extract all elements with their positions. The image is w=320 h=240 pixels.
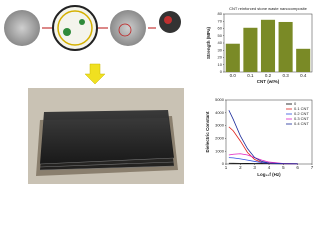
healing-diagram [52,5,98,51]
y-tick-label: 40 [218,40,223,45]
bar [243,27,258,72]
y-tick-label: 3000 [215,123,225,128]
y-tick-label: 60 [218,26,223,31]
x-tick-label: 0.3 [282,73,289,78]
x-tick-label: 3 [253,165,256,170]
x-tick-label: 0.0 [230,73,237,78]
bar [278,21,293,73]
bar [260,19,276,72]
particle [79,19,85,25]
y-axis-label: Dielectric Constant [205,111,210,153]
x-tick-label: 2 [239,165,242,170]
y-tick-label: 2000 [215,135,225,140]
graphical-abstract: CNT reinforced stone waste nanocomposite… [4,5,314,184]
sheet-photo [28,88,184,184]
y-tick-label: 80 [218,11,223,16]
chart-title: CNT reinforced stone waste nanocomposite [229,6,308,11]
x-tick-label: 0.2 [265,73,272,78]
y-tick-label: 70 [218,18,223,23]
cnt-detail [164,16,172,24]
x-axis-label: CNT (wt%) [257,79,280,84]
healing-ring [57,10,93,46]
legend-label: 0.1 CNT [294,106,309,111]
x-tick-label: 6 [296,165,299,170]
saw-dust-photo [4,10,40,46]
legend-label: 0.4 CNT [294,121,309,126]
y-tick-label: 20 [218,55,223,60]
series-line [228,110,298,165]
y-axis-label: Strength (MPa) [206,26,211,59]
legend-label: 0.2 CNT [294,111,309,116]
bar [296,48,311,72]
x-axis-label: Log₁₀f (Hz) [257,172,281,177]
highlight [118,23,132,37]
sheet [40,118,174,170]
x-tick-label: 5 [282,165,285,170]
legend-label: 0 [294,101,297,106]
sheet-edge [39,165,175,171]
sheet-edge [39,161,175,168]
bar [225,43,240,72]
x-tick-label: 7 [311,165,314,170]
y-tick-label: 5000 [215,97,225,102]
particle [63,28,71,36]
y-tick-label: 10 [218,62,223,67]
x-tick-label: 0.4 [300,73,307,78]
y-tick-label: 50 [218,33,223,38]
down-arrow [84,63,106,85]
x-tick-label: 1 [225,165,228,170]
y-tick-label: 0 [222,161,225,166]
x-tick-label: 4 [268,165,271,170]
legend-label: 0.3 CNT [294,116,309,121]
y-tick-label: 0 [220,69,223,74]
composite-photo [110,10,146,46]
y-tick-label: 4000 [215,110,225,115]
sheet-edge [39,157,175,165]
process-schematic [4,5,181,51]
y-tick-label: 30 [218,47,223,52]
y-tick-label: 1000 [215,148,225,153]
x-tick-label: 0.1 [247,73,254,78]
